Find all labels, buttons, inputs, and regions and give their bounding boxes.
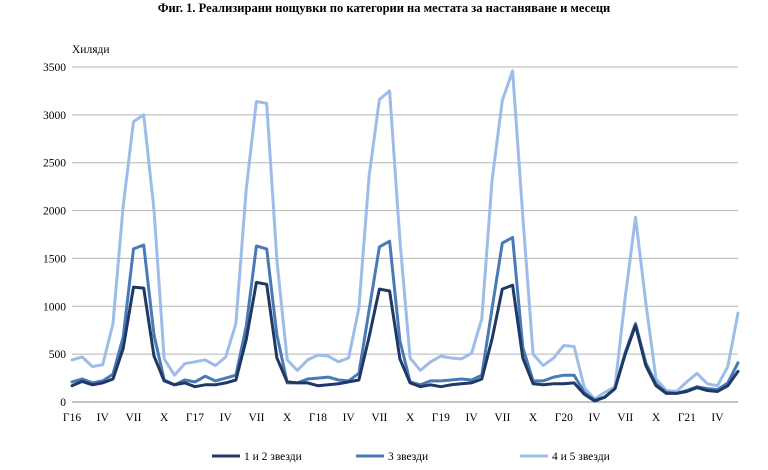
legend-label: 3 звезди — [388, 451, 428, 463]
x-tick-label: Г21 — [678, 412, 696, 424]
y-axis-ticks: 0 500 1000 1500 2000 2500 3000 3500 — [43, 62, 66, 409]
x-tick-label: Г19 — [432, 412, 450, 424]
legend: 1 и 2 звезди 3 звезди 4 и 5 звезди — [212, 451, 610, 463]
x-tick-label: Г18 — [309, 412, 327, 424]
y-axis-label: Хиляди — [72, 44, 110, 56]
x-tick-label: X — [406, 412, 415, 424]
x-tick-label: Г20 — [555, 412, 573, 424]
series-line-3 — [70, 69, 740, 401]
y-tick-label: 3000 — [43, 110, 66, 122]
x-tick-label: VII — [248, 412, 264, 424]
x-tick-label: IV — [220, 412, 233, 424]
x-tick-label: IV — [588, 412, 601, 424]
x-tick-label: Г17 — [186, 412, 204, 424]
y-tick-label: 1500 — [43, 253, 66, 265]
y-tick-label: 3500 — [43, 62, 66, 74]
x-tick-label: X — [652, 412, 661, 424]
y-tick-label: 2000 — [43, 206, 66, 218]
y-tick-label: 0 — [60, 397, 66, 409]
y-tick-label: 500 — [49, 349, 67, 361]
x-tick-label: IV — [343, 412, 356, 424]
series-line-1 — [70, 280, 740, 403]
x-tick-label: VII — [494, 412, 510, 424]
x-tick-label: IV — [466, 412, 479, 424]
x-tick-label: IV — [711, 412, 724, 424]
x-tick-label: X — [529, 412, 538, 424]
x-tick-label: VII — [371, 412, 387, 424]
x-tick-label: Г16 — [63, 412, 81, 424]
x-tick-label: X — [160, 412, 169, 424]
legend-label: 4 и 5 звезди — [552, 451, 610, 463]
series-line-2 — [70, 235, 740, 402]
y-tick-label: 1000 — [43, 301, 66, 313]
x-tick-label: X — [283, 412, 292, 424]
x-tick-label: VII — [617, 412, 633, 424]
legend-label: 1 и 2 звезди — [244, 451, 302, 463]
x-tick-label: IV — [97, 412, 110, 424]
x-axis: Г16 IV VII X Г17 IV VII X Г18 IV VII X Г19 IV VII X Г20 I… — [63, 412, 724, 424]
chart-title: Фиг. 1. Реализирани нощувки по категории… — [157, 1, 611, 15]
y-tick-label: 2500 — [43, 158, 66, 170]
x-tick-label: VII — [125, 412, 141, 424]
series-lines — [70, 69, 740, 403]
